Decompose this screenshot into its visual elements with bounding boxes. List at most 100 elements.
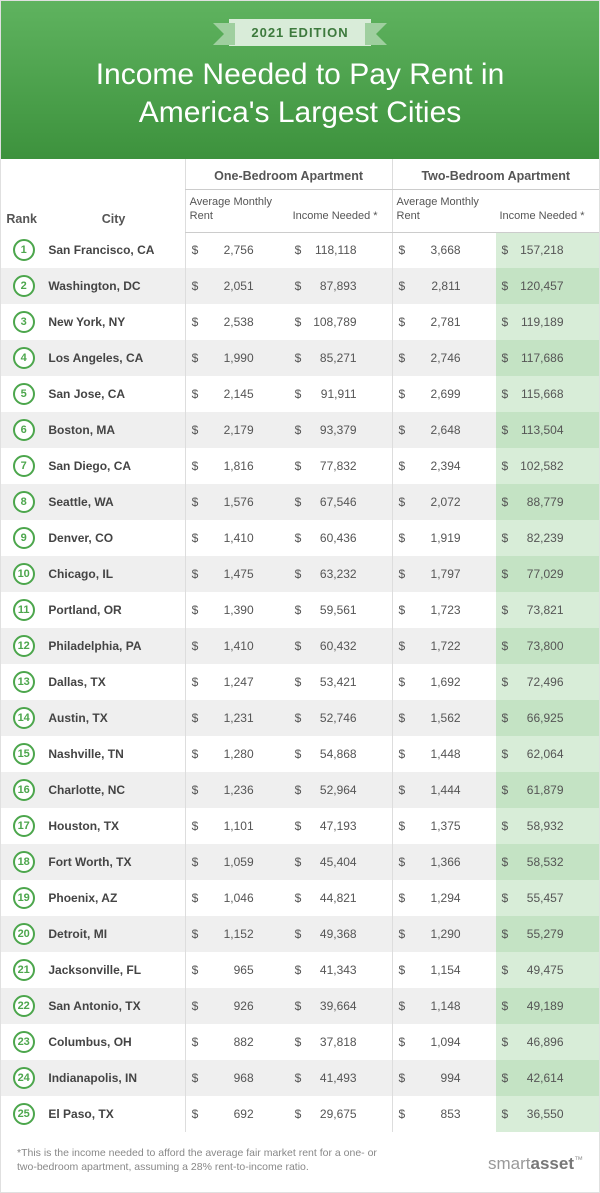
cell-value: $54,868 [289,736,392,772]
cell-value: $52,964 [289,772,392,808]
brand-logo: smartasset™ [488,1154,583,1174]
table-row: 24Indianapolis, IN$968$41,493$994$42,614 [1,1060,599,1096]
cell-value: $994 [392,1060,495,1096]
cell-value: $55,279 [496,916,600,952]
table-row: 20Detroit, MI$1,152$49,368$1,290$55,279 [1,916,599,952]
cell-value: $108,789 [289,304,392,340]
cell-value: $77,832 [289,448,392,484]
table-row: 18Fort Worth, TX$1,059$45,404$1,366$58,5… [1,844,599,880]
cell-value: $36,550 [496,1096,600,1132]
table-row: 6Boston, MA$2,179$93,379$2,648$113,504 [1,412,599,448]
rank-badge: 8 [13,491,35,513]
cell-city: San Diego, CA [42,448,185,484]
cell-value: $1,576 [185,484,288,520]
cell-value: $1,152 [185,916,288,952]
cell-city: Philadelphia, PA [42,628,185,664]
cell-city: Dallas, TX [42,664,185,700]
cell-value: $1,231 [185,700,288,736]
cell-value: $119,189 [496,304,600,340]
cell-value: $3,668 [392,232,495,268]
table-row: 16Charlotte, NC$1,236$52,964$1,444$61,87… [1,772,599,808]
cell-rank: 25 [1,1096,42,1132]
rank-badge: 24 [13,1067,35,1089]
header: 2021 EDITION Income Needed to Pay Rent i… [1,1,599,159]
cell-rank: 4 [1,340,42,376]
cell-value: $2,072 [392,484,495,520]
cell-city: Portland, OR [42,592,185,628]
cell-value: $965 [185,952,288,988]
col-two-rent: Average Monthly Rent [392,190,495,233]
cell-value: $52,746 [289,700,392,736]
cell-value: $2,648 [392,412,495,448]
cell-value: $1,236 [185,772,288,808]
cell-city: Columbus, OH [42,1024,185,1060]
table-row: 4Los Angeles, CA$1,990$85,271$2,746$117,… [1,340,599,376]
rank-badge: 2 [13,275,35,297]
table-row: 14Austin, TX$1,231$52,746$1,562$66,925 [1,700,599,736]
cell-rank: 23 [1,1024,42,1060]
cell-value: $120,457 [496,268,600,304]
rank-badge: 9 [13,527,35,549]
brand-bold: asset [531,1154,574,1173]
cell-rank: 6 [1,412,42,448]
cell-value: $88,779 [496,484,600,520]
cell-value: $1,448 [392,736,495,772]
cell-city: Jacksonville, FL [42,952,185,988]
cell-value: $49,475 [496,952,600,988]
cell-rank: 15 [1,736,42,772]
cell-value: $1,475 [185,556,288,592]
rank-badge: 10 [13,563,35,585]
cell-value: $1,294 [392,880,495,916]
cell-value: $1,919 [392,520,495,556]
cell-value: $1,046 [185,880,288,916]
cell-value: $1,410 [185,520,288,556]
rank-badge: 6 [13,419,35,441]
table-row: 17Houston, TX$1,101$47,193$1,375$58,932 [1,808,599,844]
cell-city: Boston, MA [42,412,185,448]
cell-value: $73,821 [496,592,600,628]
cell-rank: 16 [1,772,42,808]
cell-value: $113,504 [496,412,600,448]
cell-value: $77,029 [496,556,600,592]
cell-rank: 13 [1,664,42,700]
cell-rank: 9 [1,520,42,556]
cell-value: $42,614 [496,1060,600,1096]
table-row: 23Columbus, OH$882$37,818$1,094$46,896 [1,1024,599,1060]
cell-value: $1,375 [392,808,495,844]
cell-value: $2,394 [392,448,495,484]
cell-value: $2,145 [185,376,288,412]
cell-value: $882 [185,1024,288,1060]
cell-value: $1,990 [185,340,288,376]
rank-badge: 23 [13,1031,35,1053]
table-row: 1San Francisco, CA$2,756$118,118$3,668$1… [1,232,599,268]
col-one-rent: Average Monthly Rent [185,190,288,233]
rank-badge: 19 [13,887,35,909]
cell-value: $44,821 [289,880,392,916]
table-row: 19 Phoenix, AZ$1,046$44,821$1,294$55,457 [1,880,599,916]
cell-rank: 22 [1,988,42,1024]
col-city: City [42,159,185,232]
rank-badge: 18 [13,851,35,873]
cell-city: Washington, DC [42,268,185,304]
cell-city: El Paso, TX [42,1096,185,1132]
cell-rank: 24 [1,1060,42,1096]
cell-value: $60,436 [289,520,392,556]
cell-value: $85,271 [289,340,392,376]
cell-value: $37,818 [289,1024,392,1060]
cell-value: $47,193 [289,808,392,844]
cell-city: Phoenix, AZ [42,880,185,916]
cell-value: $2,756 [185,232,288,268]
col-rank: Rank [1,159,42,232]
cell-city: Fort Worth, TX [42,844,185,880]
footnote: *This is the income needed to afford the… [17,1146,377,1174]
cell-value: $1,366 [392,844,495,880]
table-row: 12Philadelphia, PA$1,410$60,432$1,722$73… [1,628,599,664]
rank-badge: 3 [13,311,35,333]
table-row: 11Portland, OR$1,390$59,561$1,723$73,821 [1,592,599,628]
cell-value: $53,421 [289,664,392,700]
cell-value: $55,457 [496,880,600,916]
brand-tm: ™ [574,1155,583,1165]
cell-rank: 3 [1,304,42,340]
cell-city: Austin, TX [42,700,185,736]
cell-value: $61,879 [496,772,600,808]
